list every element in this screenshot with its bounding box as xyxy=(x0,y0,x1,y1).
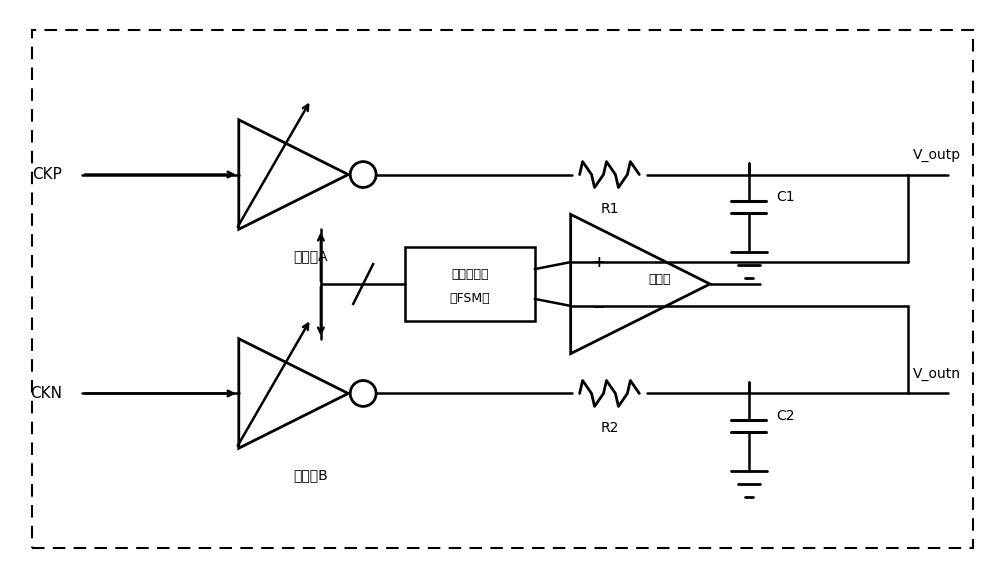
Text: C1: C1 xyxy=(777,191,795,204)
Bar xyxy=(405,247,535,321)
Text: CKN: CKN xyxy=(30,386,62,401)
Text: 反相器B: 反相器B xyxy=(294,468,328,482)
Text: （FSM）: （FSM） xyxy=(450,292,490,306)
Text: 数字状态机: 数字状态机 xyxy=(451,267,489,281)
Text: R2: R2 xyxy=(600,421,619,435)
Text: 比较器: 比较器 xyxy=(648,273,670,286)
Text: V_outn: V_outn xyxy=(913,366,961,381)
Text: 反相器A: 反相器A xyxy=(294,249,328,263)
Text: C2: C2 xyxy=(777,409,795,423)
Text: −: − xyxy=(592,297,605,315)
Text: CKP: CKP xyxy=(32,167,62,182)
Text: +: + xyxy=(592,254,605,270)
Text: R1: R1 xyxy=(600,203,619,216)
Text: V_outp: V_outp xyxy=(913,147,961,162)
